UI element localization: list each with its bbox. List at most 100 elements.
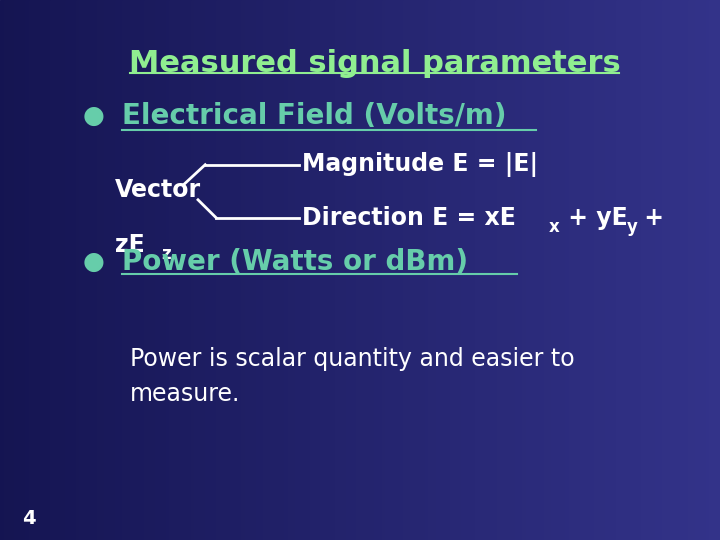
Bar: [58, 0, 63, 540]
Bar: [367, 0, 372, 540]
Bar: [526, 0, 531, 540]
Bar: [263, 0, 268, 540]
Bar: [230, 0, 235, 540]
Bar: [0, 0, 5, 540]
Bar: [306, 0, 311, 540]
Bar: [220, 0, 225, 540]
Bar: [94, 0, 99, 540]
Bar: [184, 0, 189, 540]
Bar: [511, 0, 516, 540]
Bar: [50, 0, 55, 540]
Bar: [101, 0, 106, 540]
Bar: [706, 0, 711, 540]
Bar: [698, 0, 703, 540]
Bar: [32, 0, 37, 540]
Bar: [209, 0, 214, 540]
Bar: [648, 0, 653, 540]
Bar: [364, 0, 369, 540]
Bar: [342, 0, 347, 540]
Bar: [500, 0, 505, 540]
Bar: [569, 0, 574, 540]
Bar: [277, 0, 282, 540]
Bar: [310, 0, 315, 540]
Bar: [11, 0, 16, 540]
Bar: [76, 0, 81, 540]
Bar: [234, 0, 239, 540]
Bar: [400, 0, 405, 540]
Bar: [356, 0, 361, 540]
Bar: [702, 0, 707, 540]
Bar: [79, 0, 84, 540]
Bar: [288, 0, 293, 540]
Bar: [637, 0, 642, 540]
Bar: [353, 0, 358, 540]
Bar: [169, 0, 174, 540]
Bar: [202, 0, 207, 540]
Bar: [173, 0, 178, 540]
Text: Vector: Vector: [115, 178, 202, 202]
Bar: [191, 0, 196, 540]
Bar: [90, 0, 95, 540]
Bar: [576, 0, 581, 540]
Bar: [25, 0, 30, 540]
Bar: [403, 0, 408, 540]
Bar: [630, 0, 635, 540]
Bar: [320, 0, 325, 540]
Bar: [338, 0, 343, 540]
Bar: [594, 0, 599, 540]
Bar: [716, 0, 720, 540]
Bar: [130, 0, 135, 540]
Bar: [266, 0, 271, 540]
Bar: [536, 0, 541, 540]
Bar: [212, 0, 217, 540]
Bar: [626, 0, 631, 540]
Bar: [349, 0, 354, 540]
Bar: [551, 0, 556, 540]
Bar: [112, 0, 117, 540]
Bar: [223, 0, 228, 540]
Bar: [72, 0, 77, 540]
Bar: [122, 0, 127, 540]
Bar: [385, 0, 390, 540]
Bar: [180, 0, 185, 540]
Bar: [248, 0, 253, 540]
Bar: [313, 0, 318, 540]
Text: 4: 4: [22, 509, 35, 528]
Bar: [659, 0, 664, 540]
Bar: [655, 0, 660, 540]
Bar: [40, 0, 45, 540]
Bar: [61, 0, 66, 540]
Bar: [464, 0, 469, 540]
Bar: [205, 0, 210, 540]
Bar: [601, 0, 606, 540]
Bar: [605, 0, 610, 540]
Bar: [133, 0, 138, 540]
Bar: [29, 0, 34, 540]
Bar: [119, 0, 124, 540]
Bar: [382, 0, 387, 540]
Bar: [115, 0, 120, 540]
Bar: [155, 0, 160, 540]
Text: + yE: + yE: [560, 206, 628, 230]
Bar: [688, 0, 693, 540]
Bar: [54, 0, 59, 540]
Bar: [684, 0, 689, 540]
Bar: [457, 0, 462, 540]
Bar: [86, 0, 91, 540]
Text: Power is scalar quantity and easier to: Power is scalar quantity and easier to: [130, 347, 575, 371]
Bar: [461, 0, 466, 540]
Bar: [68, 0, 73, 540]
Bar: [4, 0, 9, 540]
Bar: [558, 0, 563, 540]
Bar: [522, 0, 527, 540]
Bar: [533, 0, 538, 540]
Bar: [194, 0, 199, 540]
Bar: [608, 0, 613, 540]
Bar: [328, 0, 333, 540]
Bar: [666, 0, 671, 540]
Bar: [562, 0, 567, 540]
Bar: [612, 0, 617, 540]
Bar: [270, 0, 275, 540]
Bar: [284, 0, 289, 540]
Bar: [335, 0, 340, 540]
